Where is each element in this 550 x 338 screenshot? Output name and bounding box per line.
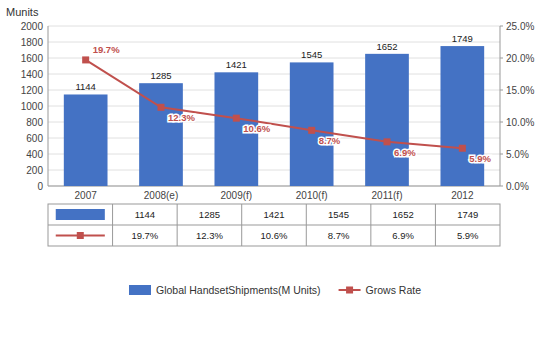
data-table: 1144 1285 1421 1545 1652 1749 19.7% 12.3% 10.6% 8… (48, 204, 500, 246)
y-tick-label: 600 (26, 133, 43, 144)
y-tick-label: 0 (37, 181, 43, 192)
legend-marker-swatch (346, 287, 353, 294)
y2-axis-line (500, 26, 501, 186)
grid-line (48, 26, 500, 27)
grid-line (48, 186, 500, 187)
labels: 1144 1285 1421 1545 1652 1749 19.7% 12.3% 10.6% 8… (75, 33, 491, 164)
legend-item: Global HandsetShipments(M Units) (129, 284, 321, 296)
x-axis-line (48, 186, 500, 187)
grid-line (48, 138, 500, 139)
y-axis-label: Munits (6, 6, 39, 18)
line-data-label: 5.9% (469, 153, 491, 164)
grid-line (48, 154, 500, 155)
table-cell: 10.6% (261, 230, 288, 241)
y2-tick-label: 25.0% (506, 21, 534, 32)
grid-line (48, 42, 500, 43)
table-divider (435, 204, 436, 246)
y-tick-label: 1400 (21, 69, 44, 80)
y2-tick-label: 10.0% (506, 117, 534, 128)
y-tick-label: 1200 (21, 85, 44, 96)
legend-label: Global HandsetShipments(M Units) (156, 284, 321, 296)
table-cell: 1421 (263, 209, 284, 220)
grid-line (48, 74, 500, 75)
y2-tick-label: 15.0% (506, 85, 534, 96)
legend: Global HandsetShipments(M Units) Grows Ra… (129, 284, 421, 296)
line-marker (158, 104, 165, 111)
y-tick-label: 1600 (21, 53, 44, 64)
table-cell: 12.3% (196, 230, 223, 241)
y-tick-label: 2000 (21, 21, 44, 32)
y2-tick-label: 0.0% (506, 181, 529, 192)
table-divider (241, 204, 242, 246)
x-tick-label: 2008(e) (144, 190, 178, 201)
table-divider (48, 225, 500, 226)
y-tick-label: 1800 (21, 37, 44, 48)
table-bar-icon (56, 209, 105, 220)
x-tick-label: 2010(f) (296, 190, 328, 201)
table-cell: 1545 (328, 209, 349, 220)
table-cell: 1285 (199, 209, 220, 220)
bar-data-label: 1421 (226, 59, 247, 70)
bar (64, 94, 108, 186)
table-line-icon-marker (77, 232, 84, 239)
y-tick-label: 200 (26, 165, 43, 176)
bar (290, 62, 334, 186)
x-tick-label: 2007 (75, 190, 98, 201)
grid-line (48, 58, 500, 59)
line-data-label: 19.7% (93, 44, 120, 55)
line-marker (82, 56, 89, 63)
y-tick-label: 800 (26, 117, 43, 128)
line (86, 60, 463, 148)
chart: Munits 0 200 400 600 800 1000 1200 1400 1600 1800 2… (0, 0, 550, 338)
bar-data-label: 1545 (301, 49, 322, 60)
bar-data-label: 1144 (75, 81, 95, 92)
line-data-label: 10.6% (243, 123, 270, 134)
bar-data-label: 1749 (452, 33, 473, 44)
table-cell: 8.7% (328, 230, 350, 241)
table-cell: 1652 (393, 209, 414, 220)
table-cell: 6.9% (392, 230, 414, 241)
legend-item: Grows Rate (339, 284, 422, 296)
y2-tick-label: 20.0% (506, 53, 534, 64)
table-cell: 1749 (457, 209, 478, 220)
line-marker (384, 138, 391, 145)
grid-line (48, 90, 500, 91)
table-divider (306, 204, 307, 246)
table-divider (370, 204, 371, 246)
line-marker (233, 115, 240, 122)
y-axis-line (48, 26, 49, 186)
table-cell: 1144 (135, 209, 155, 220)
table-divider (112, 204, 113, 246)
x-tick-label: 2009(f) (220, 190, 252, 201)
table-divider (177, 204, 178, 246)
line-marker (308, 127, 315, 134)
y2-tick-label: 5.0% (506, 149, 529, 160)
legend-bar-swatch (129, 285, 151, 295)
grid-line (48, 122, 500, 123)
table-cell: 19.7% (131, 230, 158, 241)
line-marker (459, 145, 466, 152)
legend-label: Grows Rate (366, 284, 422, 296)
y-tick-label: 1000 (21, 101, 44, 112)
table-border (48, 204, 500, 246)
bar (440, 46, 484, 186)
line-data-label: 12.3% (168, 112, 195, 123)
bar (365, 54, 409, 186)
grid-line (48, 106, 500, 107)
table-cell: 5.9% (457, 230, 479, 241)
y-tick-label: 400 (26, 149, 43, 160)
plot-area (64, 46, 484, 186)
x-tick-label: 2011(f) (372, 190, 403, 201)
bar-data-label: 1285 (150, 70, 171, 81)
bar-data-label: 1652 (376, 41, 397, 52)
line-data-label: 6.9% (394, 147, 416, 158)
grid-line (48, 170, 500, 171)
x-tick-label: 2012 (451, 190, 474, 201)
line-data-label: 8.7% (319, 135, 341, 146)
